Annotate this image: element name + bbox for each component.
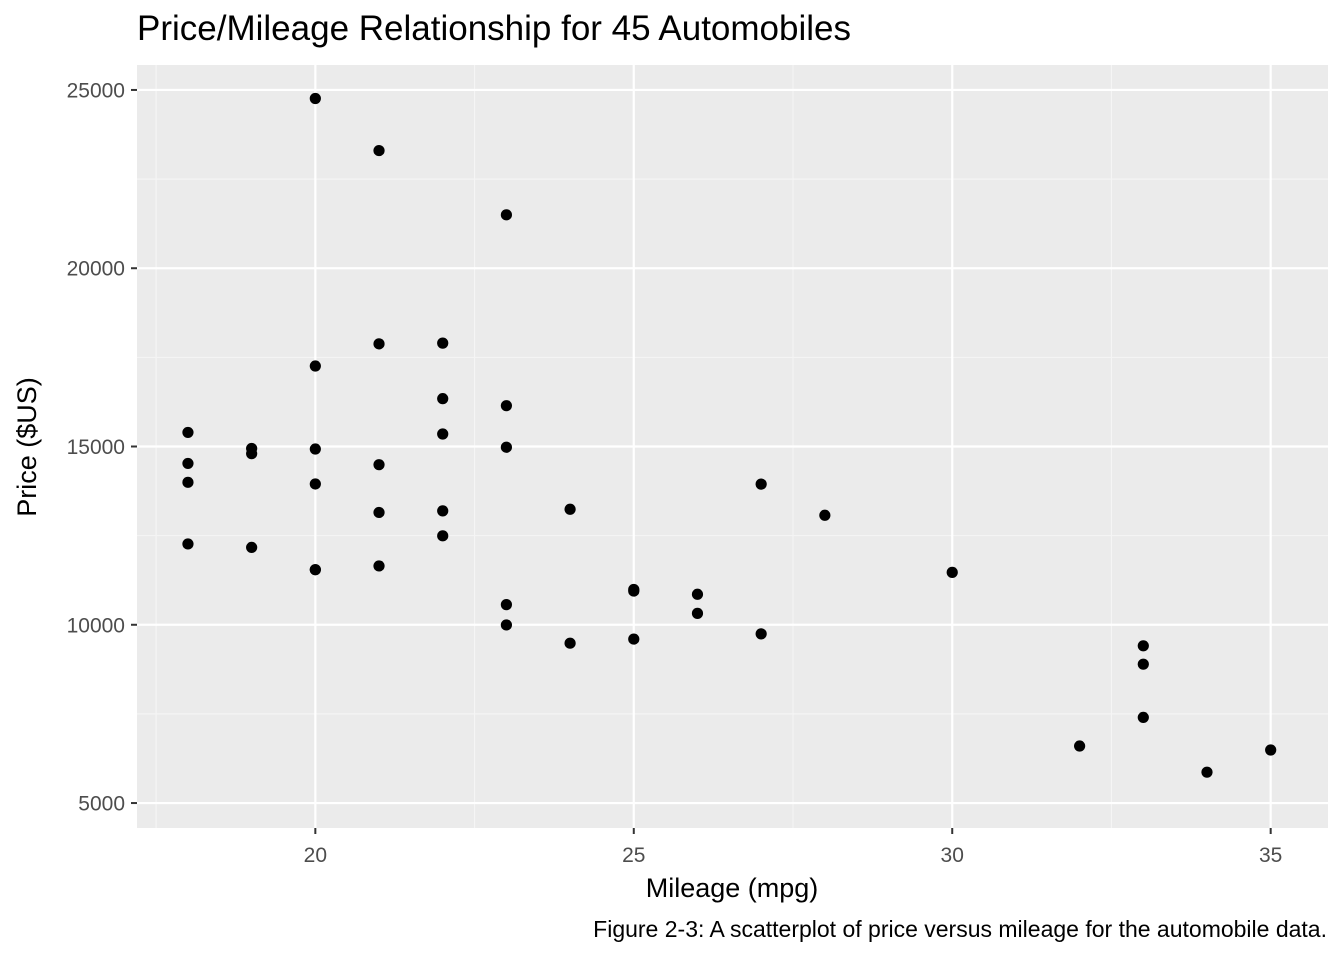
x-tick-label: 30 [941, 844, 964, 867]
y-tick-label: 25000 [67, 79, 125, 102]
x-tick-label: 20 [304, 844, 327, 867]
y-tick-label: 10000 [67, 614, 125, 637]
data-point [309, 443, 321, 455]
data-point [309, 478, 321, 490]
data-point [437, 505, 449, 517]
data-point [691, 607, 704, 619]
data-point [1201, 766, 1213, 778]
data-point [246, 541, 258, 554]
data-point [373, 338, 385, 350]
data-point [437, 337, 449, 349]
data-point [309, 360, 321, 372]
data-point [564, 637, 576, 649]
data-point [182, 476, 194, 488]
data-point [1137, 640, 1149, 652]
data-point [500, 599, 513, 611]
data-point [437, 428, 449, 440]
y-tick-label: 20000 [67, 258, 125, 281]
data-point [437, 393, 449, 405]
data-point [500, 400, 513, 412]
data-point [628, 633, 640, 645]
data-point [246, 448, 258, 460]
x-tick-label: 35 [1259, 844, 1282, 867]
data-point [1265, 744, 1277, 756]
data-point [628, 585, 640, 597]
data-point [373, 560, 385, 572]
x-axis: 20 25 30 35 [304, 828, 1282, 867]
x-tick-label: 25 [622, 844, 645, 867]
data-point [1137, 711, 1149, 724]
data-point [309, 564, 321, 576]
data-point [182, 457, 194, 470]
chart-title: Price/Mileage Relationship for 45 Automo… [137, 9, 851, 48]
y-tick-label: 5000 [78, 793, 125, 816]
data-point [691, 588, 704, 600]
data-point [373, 144, 385, 157]
data-point [564, 503, 576, 515]
data-point [182, 426, 194, 439]
data-point [755, 628, 767, 640]
y-axis: 5000 10000 15000 20000 25000 [67, 79, 137, 816]
major-gridlines [137, 65, 1328, 828]
y-tick-label: 15000 [67, 436, 125, 459]
data-point [373, 506, 385, 519]
data-point [182, 538, 194, 550]
data-point [500, 619, 513, 631]
data-point [1137, 658, 1149, 670]
data-point [755, 478, 767, 490]
figure-caption: Figure 2-3: A scatterplot of price versu… [593, 916, 1327, 942]
data-point [437, 530, 449, 542]
data-point [500, 209, 513, 221]
data-point [373, 459, 385, 471]
y-axis-title: Price ($US) [12, 377, 42, 517]
data-point [946, 566, 958, 578]
data-points [182, 92, 1277, 778]
data-point [1074, 740, 1086, 752]
x-axis-title: Mileage (mpg) [646, 873, 819, 903]
data-point [500, 441, 513, 453]
data-point [309, 92, 321, 105]
data-point [819, 509, 831, 521]
